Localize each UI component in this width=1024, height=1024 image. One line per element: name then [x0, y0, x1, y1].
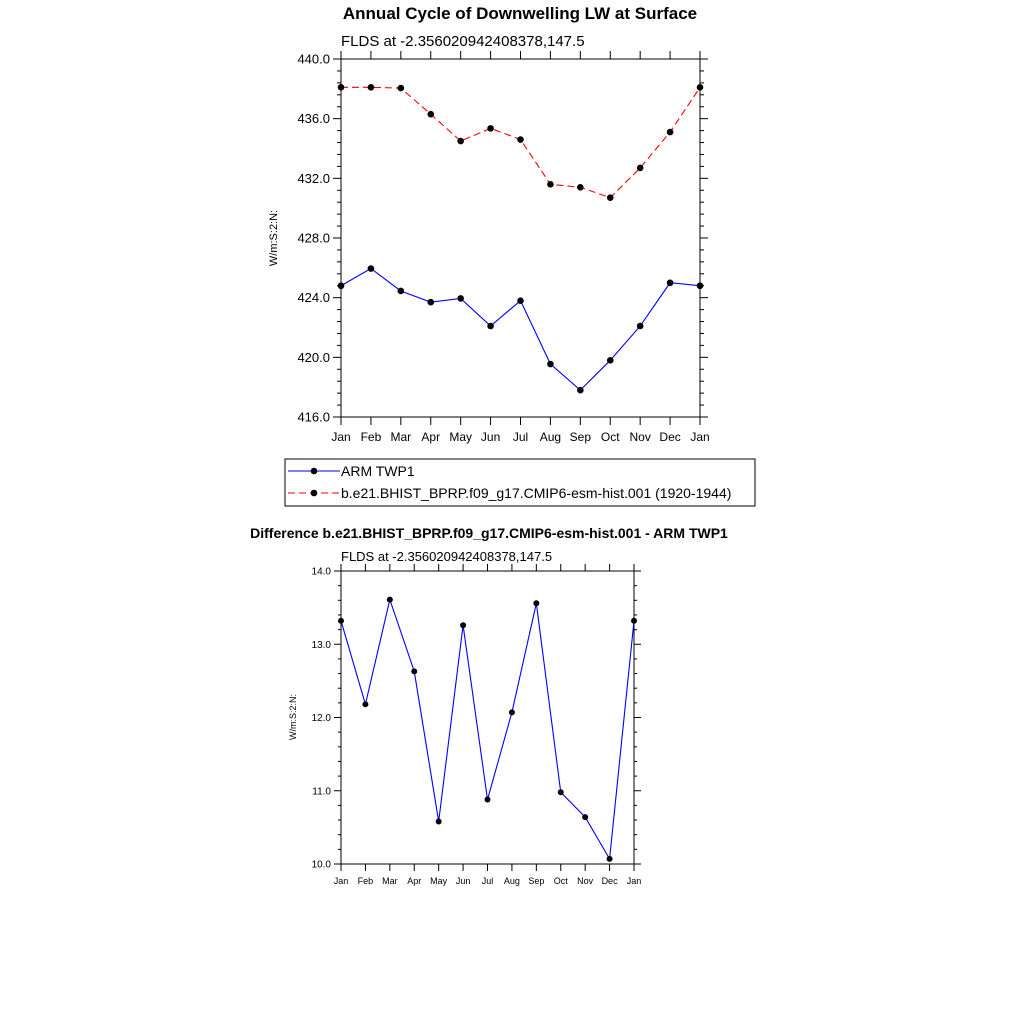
chart2-series-1-point — [386, 596, 393, 603]
chart1-ytick-label: 424.0 — [297, 290, 330, 305]
chart1-series-2-point — [547, 181, 554, 188]
chart1-xtick-label: Jan — [690, 430, 709, 444]
chart2-xtick-label: Dec — [602, 876, 619, 886]
chart1-xtick-label: Jun — [481, 430, 500, 444]
chart2-series-1-point — [411, 668, 418, 675]
chart1-xtick-label: Oct — [601, 430, 620, 444]
chart2-xtick-label: Apr — [407, 876, 421, 886]
chart2-series-1-point — [533, 600, 540, 607]
chart1-series-2-point — [666, 128, 674, 136]
chart2-series-1-point — [631, 617, 637, 624]
chart1-series-2-point — [517, 136, 524, 143]
chart1-xtick-label: Aug — [540, 430, 561, 444]
chart1-series-2-point — [337, 84, 345, 91]
chart2-xtick-label: Jun — [456, 876, 471, 886]
chart1-series-2-point — [487, 125, 494, 132]
chart1-xtick-label: Jul — [513, 430, 528, 444]
legend-box — [284, 458, 756, 507]
chart1-xtick-label: Sep — [570, 430, 592, 444]
annual-cycle-chart: Annual Cycle of Downwelling LW at Surfac… — [268, 4, 710, 444]
chart1-ylabel: W/m:S:2:N: — [268, 210, 280, 266]
chart1-series-1-point — [337, 282, 345, 290]
chart2-series-1-point — [362, 701, 369, 708]
chart1-series-1-point — [487, 322, 494, 330]
chart1-series-1-point — [666, 279, 674, 287]
chart2-xtick-label: Nov — [577, 876, 594, 886]
chart1-series-1-point — [517, 297, 524, 304]
chart1-ytick-label: 428.0 — [297, 231, 330, 246]
legend-label-1: ARM TWP1 — [341, 463, 415, 479]
chart1-ytick-label: 436.0 — [297, 111, 330, 126]
chart1-ytick-label: 432.0 — [297, 171, 330, 186]
chart1-subtitle: FLDS at -2.356020942408378,147.5 — [341, 33, 585, 50]
chart2-series-1-point — [557, 789, 564, 796]
chart1-legend: ARM TWP1 b.e21.BHIST_BPRP.f09_g17.CMIP6-e… — [284, 458, 756, 507]
chart1-series-2-point — [577, 183, 584, 191]
chart1-ytick-label: 416.0 — [297, 410, 330, 425]
chart1-series-2-point — [397, 84, 405, 92]
chart2-ytick-label: 14.0 — [312, 567, 332, 578]
chart2-title: Difference b.e21.BHIST_BPRP.f09_g17.CMIP… — [250, 525, 728, 541]
legend-swatch-marker-2 — [310, 489, 318, 497]
chart2-ytick-label: 13.0 — [312, 640, 332, 651]
chart1-series-1-point — [457, 295, 464, 302]
chart1-xtick-label: Feb — [361, 430, 382, 444]
chart1-xtick-label: Nov — [629, 430, 650, 444]
chart2-series-1-point — [338, 617, 344, 624]
chart2-xtick-label: May — [430, 876, 448, 886]
chart2-series-1-point — [460, 622, 467, 629]
chart1-series-1-point — [577, 386, 584, 394]
chart1-xtick-label: Apr — [421, 430, 440, 444]
chart1-series-1-point — [367, 265, 375, 272]
chart1-series-2-point — [636, 164, 644, 172]
chart2-ytick-label: 12.0 — [312, 713, 332, 724]
chart1-series-1-point — [696, 282, 704, 290]
chart1-xtick-label: Dec — [659, 430, 680, 444]
chart2-xtick-label: Sep — [528, 876, 544, 886]
chart1-xtick-label: Mar — [390, 430, 411, 444]
legend-swatch-marker-1 — [310, 467, 318, 475]
chart1-series-2-point — [367, 84, 375, 91]
chart1-series-2-point — [427, 110, 435, 118]
chart2-series-1-point — [484, 796, 491, 803]
chart1-series-1-point — [606, 357, 614, 364]
chart2-xtick-label: Jan — [334, 876, 349, 886]
chart2-series-line-1 — [340, 597, 635, 861]
chart1-title: Annual Cycle of Downwelling LW at Surfac… — [343, 4, 697, 23]
chart1-series-1-point — [547, 360, 554, 368]
chart1-series-2-point — [606, 194, 614, 202]
chart2-ytick-label: 11.0 — [312, 786, 331, 797]
chart2-xtick-label: Jan — [627, 876, 642, 886]
chart2-series-1-point — [508, 709, 515, 716]
chart1-series-1-point — [397, 287, 405, 295]
chart1-series-line-1 — [340, 267, 701, 391]
chart2-series-1-point — [606, 855, 613, 862]
chart2-ytick-label: 10.0 — [312, 860, 332, 871]
chart2-series-1-point — [582, 814, 589, 821]
chart1-ytick-label: 440.0 — [297, 52, 330, 67]
chart2-xtick-label: Oct — [554, 876, 569, 886]
chart2-xtick-label: Aug — [504, 876, 520, 886]
chart1-plot-frame — [340, 58, 701, 418]
chart2-subtitle: FLDS at -2.356020942408378,147.5 — [341, 549, 552, 564]
chart2-series-1-point — [435, 818, 442, 825]
chart2-xtick-label: Feb — [358, 876, 374, 886]
chart2-ylabel: W/m:S:2:N: — [288, 694, 298, 740]
chart1-series-1-point — [636, 322, 644, 330]
chart2-plot-frame — [340, 570, 635, 865]
chart1-series-1-point — [427, 298, 435, 306]
chart2-xtick-label: Mar — [382, 876, 398, 886]
chart1-series-2-point — [696, 84, 704, 91]
chart1-ytick-label: 420.0 — [297, 350, 330, 365]
chart2-xtick-label: Jul — [482, 876, 494, 886]
legend-label-2: b.e21.BHIST_BPRP.f09_g17.CMIP6-esm-hist.… — [341, 485, 731, 501]
chart1-series-2-point — [457, 137, 464, 145]
difference-chart: Difference b.e21.BHIST_BPRP.f09_g17.CMIP… — [250, 525, 728, 886]
chart1-xtick-label: May — [449, 430, 472, 444]
chart1-xtick-label: Jan — [331, 430, 350, 444]
